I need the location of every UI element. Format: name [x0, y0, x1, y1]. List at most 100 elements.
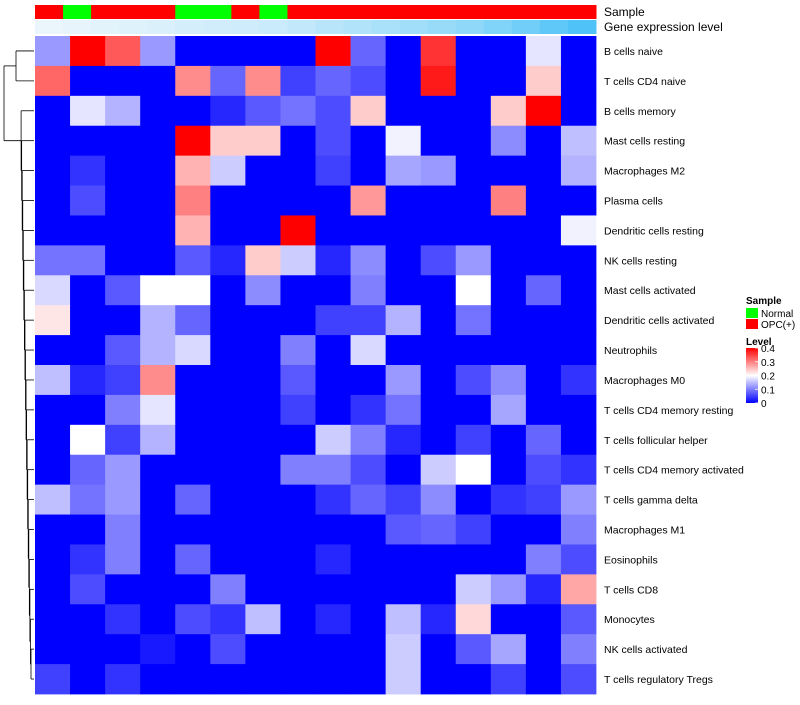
heatmap-cell — [105, 424, 141, 456]
heatmap-cell — [35, 215, 71, 246]
row-label: T cells follicular helper — [604, 435, 708, 447]
heatmap-cell — [455, 245, 492, 276]
heatmap-cell — [35, 365, 71, 396]
heatmap-cell — [35, 394, 71, 426]
heatmap-cell — [105, 544, 141, 575]
heatmap-cell — [420, 335, 457, 366]
heatmap-cell — [245, 634, 281, 665]
heatmap-cell — [525, 95, 562, 127]
sample-track-cell — [287, 5, 316, 19]
heatmap-cell — [175, 215, 211, 246]
heatmap-cell — [525, 394, 562, 426]
heatmap-cell — [525, 65, 562, 97]
heatmap-cell — [385, 484, 422, 515]
heatmap-cell — [350, 424, 387, 456]
heatmap-cell — [70, 544, 106, 575]
heatmap-cell — [280, 95, 316, 127]
heatmap-cell — [455, 305, 492, 336]
heatmap-cell — [560, 454, 597, 486]
heatmap-cell — [455, 275, 492, 306]
heatmap-cell — [70, 604, 106, 635]
heatmap-cell — [560, 215, 597, 246]
row-label: Monocytes — [604, 614, 655, 626]
heatmap-cell — [420, 664, 457, 695]
heatmap-cell — [350, 275, 387, 306]
heatmap-cell — [245, 155, 281, 186]
heatmap-cell — [455, 335, 492, 366]
heatmap-cell — [525, 155, 562, 186]
heatmap-cell — [70, 305, 106, 336]
heatmap-cell — [210, 365, 246, 396]
heatmap-cell — [350, 215, 387, 246]
heatmap-cell — [420, 215, 457, 246]
heatmap-cell — [350, 574, 387, 605]
heatmap-cell — [210, 275, 246, 306]
legend-level-tick-label: 0.4 — [761, 344, 775, 355]
heatmap-cell — [70, 185, 106, 216]
row-label: T cells gamma delta — [604, 495, 698, 507]
sample-track-cell — [315, 5, 345, 19]
heatmap-cell — [35, 634, 71, 665]
row-label: T cells CD8 — [604, 584, 658, 596]
heatmap-cell — [385, 424, 422, 456]
heatmap-cell — [490, 664, 527, 695]
row-label: NK cells resting — [604, 255, 677, 267]
heatmap-cell — [140, 394, 176, 426]
heatmap-cell — [140, 574, 176, 605]
expression-track-cell — [231, 20, 260, 34]
heatmap-cell — [245, 125, 281, 157]
heatmap-cell — [70, 155, 106, 186]
legend-level-tick-label: 0.1 — [761, 385, 775, 396]
heatmap-cell — [105, 155, 141, 186]
heatmap-cell — [455, 424, 492, 456]
heatmap-cell — [525, 365, 562, 396]
heatmap-cell — [35, 454, 71, 486]
heatmap-cell — [70, 514, 106, 545]
heatmap-cell — [245, 394, 281, 426]
heatmap-cell — [105, 275, 141, 306]
heatmap-cell — [245, 275, 281, 306]
heatmap-cell — [455, 664, 492, 695]
legend-sample-swatch — [746, 308, 758, 318]
heatmap-cell — [105, 604, 141, 635]
heatmap-cell — [350, 335, 387, 366]
heatmap-cell — [245, 65, 281, 97]
heatmap-cell — [490, 275, 527, 306]
heatmap-cell — [525, 604, 562, 635]
heatmap-cell — [490, 65, 527, 97]
heatmap-cell — [35, 514, 71, 545]
expression-track-cell — [147, 20, 176, 34]
heatmap-cell — [210, 125, 246, 157]
legend-sample-title: Sample — [746, 296, 782, 307]
heatmap-cell — [175, 544, 211, 575]
expression-track-cell — [399, 20, 429, 34]
heatmap-cell — [490, 36, 527, 67]
heatmap-cell — [385, 365, 422, 396]
heatmap-cell — [350, 484, 387, 515]
heatmap-cell — [210, 604, 246, 635]
heatmap-cell — [35, 574, 71, 605]
sample-track-cell — [259, 5, 288, 19]
heatmap-cell — [175, 335, 211, 366]
heatmap-cell — [35, 275, 71, 306]
row-label: Dendritic cells activated — [604, 315, 714, 327]
heatmap-cell — [70, 365, 106, 396]
heatmap-cell — [175, 185, 211, 216]
heatmap-cell — [70, 95, 106, 127]
heatmap-cell — [280, 185, 316, 216]
heatmap-cell — [70, 215, 106, 246]
legend-level-title: Level — [746, 337, 772, 348]
heatmap-cell — [175, 484, 211, 515]
heatmap-cell — [245, 215, 281, 246]
heatmap-cell — [490, 634, 527, 665]
sample-track-cell — [567, 5, 597, 19]
heatmap-cell — [70, 484, 106, 515]
heatmap-cell — [245, 604, 281, 635]
heatmap-cell — [420, 185, 457, 216]
heatmap-cell — [210, 155, 246, 186]
heatmap-cell — [385, 215, 422, 246]
sample-track-cell — [399, 5, 429, 19]
heatmap-cell — [210, 36, 246, 67]
heatmap-cell — [210, 335, 246, 366]
